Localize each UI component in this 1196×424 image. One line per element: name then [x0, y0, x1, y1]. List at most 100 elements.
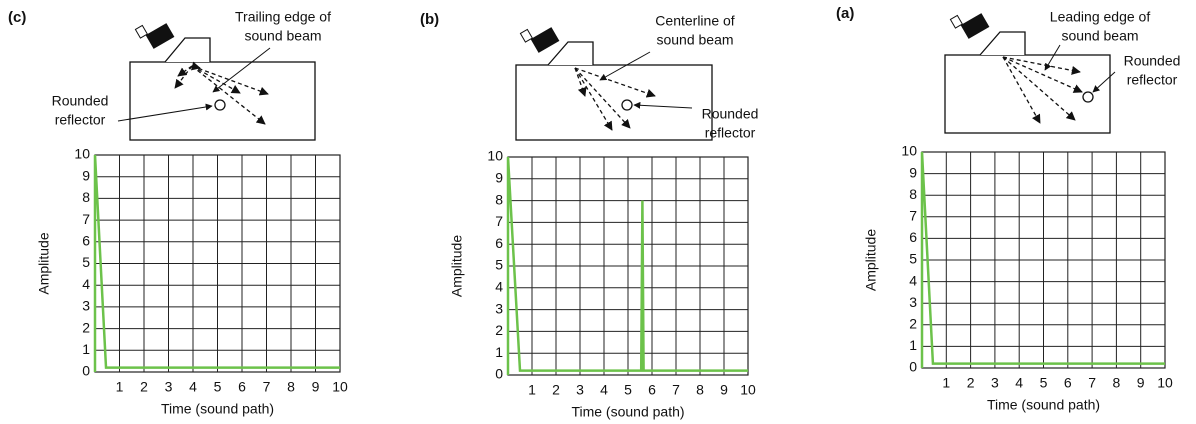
x-tick-label: 9: [720, 382, 728, 398]
y-tick-label: 6: [82, 233, 90, 249]
panel-label: (c): [8, 9, 26, 26]
annotation: Trailing edge of: [235, 9, 331, 25]
y-tick-label: 3: [82, 298, 90, 314]
x-tick-label: 2: [552, 382, 560, 398]
x-tick-label: 3: [576, 382, 584, 398]
x-tick-label: 10: [332, 379, 348, 395]
x-tick-label: 1: [528, 382, 536, 398]
y-tick-label: 6: [495, 235, 503, 251]
y-tick-label: 0: [909, 359, 917, 375]
annotation: sound beam: [244, 28, 321, 44]
beam-arrow: [574, 67, 587, 97]
transducer: [145, 23, 175, 49]
wedge: [979, 31, 1026, 56]
y-tick-label: 1: [495, 344, 503, 360]
x-tick-label: 8: [696, 382, 704, 398]
beam-arrow: [191, 65, 241, 94]
x-tick-label: 7: [263, 379, 271, 395]
y-tick-label: 4: [495, 279, 503, 295]
transducer: [530, 27, 560, 53]
reflector: [214, 99, 226, 111]
annotation: sound beam: [656, 32, 733, 48]
beam-arrow: [174, 65, 193, 89]
x-tick-label: 2: [140, 379, 148, 395]
x-tick-label: 4: [600, 382, 608, 398]
annotation: reflector: [1127, 72, 1178, 88]
x-axis-label: Time (sound path): [161, 401, 274, 417]
y-tick-label: 1: [82, 341, 90, 357]
beam-arrow: [1002, 56, 1081, 75]
panel-label: (b): [420, 11, 439, 28]
x-tick-label: 3: [165, 379, 173, 395]
x-tick-label: 5: [624, 382, 632, 398]
reflector: [621, 99, 633, 111]
leader-line: [1044, 44, 1061, 71]
y-tick-label: 9: [495, 170, 503, 186]
x-tick-label: 2: [967, 375, 975, 391]
transducer-cable: [949, 14, 964, 29]
reflector: [1082, 91, 1094, 103]
y-tick-label: 6: [909, 229, 917, 245]
wedge: [164, 37, 211, 63]
x-tick-label: 8: [287, 379, 295, 395]
y-tick-label: 8: [909, 186, 917, 202]
transducer-cable: [134, 24, 149, 39]
annotation: Centerline of: [655, 13, 734, 29]
beam-arrow: [574, 67, 656, 98]
x-tick-label: 10: [1157, 375, 1173, 391]
y-tick-label: 4: [909, 272, 917, 288]
x-tick-label: 5: [214, 379, 222, 395]
y-tick-label: 2: [495, 322, 503, 338]
annotation: reflector: [705, 125, 756, 141]
y-tick-label: 8: [82, 189, 90, 205]
y-tick-label: 10: [74, 146, 90, 162]
y-tick-label: 10: [487, 148, 503, 164]
y-tick-label: 0: [82, 363, 90, 379]
x-tick-label: 7: [1088, 375, 1096, 391]
test-block: [944, 54, 1111, 134]
y-axis-label: Amplitude: [36, 232, 52, 294]
signal-line: [506, 156, 748, 375]
y-tick-label: 5: [909, 251, 917, 267]
panel-label: (a): [836, 5, 854, 22]
beam-arrow: [574, 67, 613, 131]
y-tick-label: 2: [82, 319, 90, 335]
leader-line: [212, 47, 271, 93]
x-tick-label: 6: [238, 379, 246, 395]
wedge: [547, 41, 594, 66]
beam-arrow: [1002, 56, 1041, 124]
transducer-cable: [519, 28, 534, 43]
annotation: Rounded: [52, 93, 109, 109]
beam-arrow: [190, 61, 201, 71]
y-tick-label: 5: [495, 257, 503, 273]
y-tick-label: 1: [909, 337, 917, 353]
y-tick-label: 2: [909, 316, 917, 332]
x-tick-label: 6: [1064, 375, 1072, 391]
y-axis-label: Amplitude: [449, 235, 465, 297]
beam-arrow: [177, 65, 193, 77]
annotation: Rounded: [702, 106, 759, 122]
x-tick-label: 9: [312, 379, 320, 395]
annotation: Rounded: [1124, 53, 1181, 69]
annotation: reflector: [55, 112, 106, 128]
leader-line: [633, 101, 693, 109]
beam-arrow: [191, 65, 266, 125]
x-tick-label: 8: [1113, 375, 1121, 391]
annotation: sound beam: [1061, 28, 1138, 44]
annotation: Leading edge of: [1050, 9, 1151, 25]
x-tick-label: 3: [991, 375, 999, 391]
x-tick-label: 5: [1040, 375, 1048, 391]
x-tick-label: 1: [942, 375, 950, 391]
x-tick-label: 1: [116, 379, 124, 395]
test-block: [515, 64, 713, 141]
signal-line: [920, 151, 1165, 368]
y-tick-label: 5: [82, 254, 90, 270]
y-tick-label: 3: [909, 294, 917, 310]
y-tick-label: 7: [495, 213, 503, 229]
beam-arrow: [1002, 56, 1076, 121]
leader-line: [117, 103, 213, 122]
y-tick-label: 9: [82, 167, 90, 183]
x-tick-label: 9: [1137, 375, 1145, 391]
leader-line: [1092, 71, 1116, 93]
